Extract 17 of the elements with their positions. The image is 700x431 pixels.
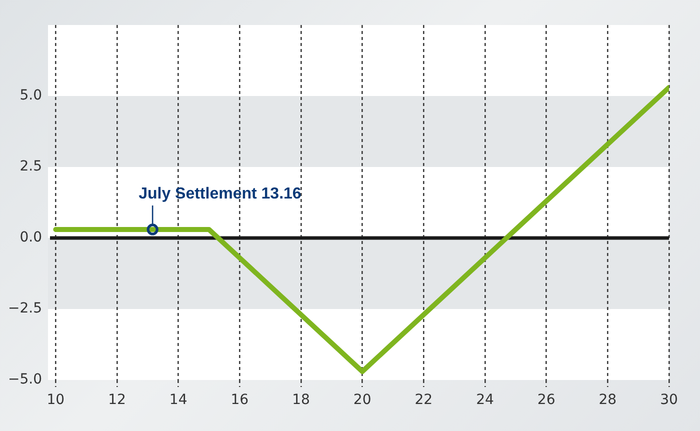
y-tick-label: −2.5: [8, 300, 42, 317]
x-tick-label: 10: [46, 392, 65, 408]
annotation: July Settlement 13.16: [138, 185, 302, 202]
y-tick-label: 2.5: [20, 158, 42, 175]
y-tick-label: −5.0: [8, 372, 42, 388]
x-tick-label: 26: [537, 392, 556, 408]
x-tick-label: 20: [353, 392, 372, 408]
x-tick-label: 12: [108, 392, 126, 408]
x-tick-label: 30: [660, 392, 678, 408]
y-tick-label: 0.0: [20, 230, 42, 246]
x-tick-label: 14: [169, 392, 188, 408]
x-tick-label: 28: [598, 392, 617, 408]
x-tick-label: 22: [414, 392, 433, 408]
x-tick-label: 16: [230, 392, 249, 408]
x-tick-label: 18: [292, 392, 310, 408]
y-tick-label: 5.0: [20, 88, 42, 104]
x-tick-label: 24: [476, 392, 494, 408]
